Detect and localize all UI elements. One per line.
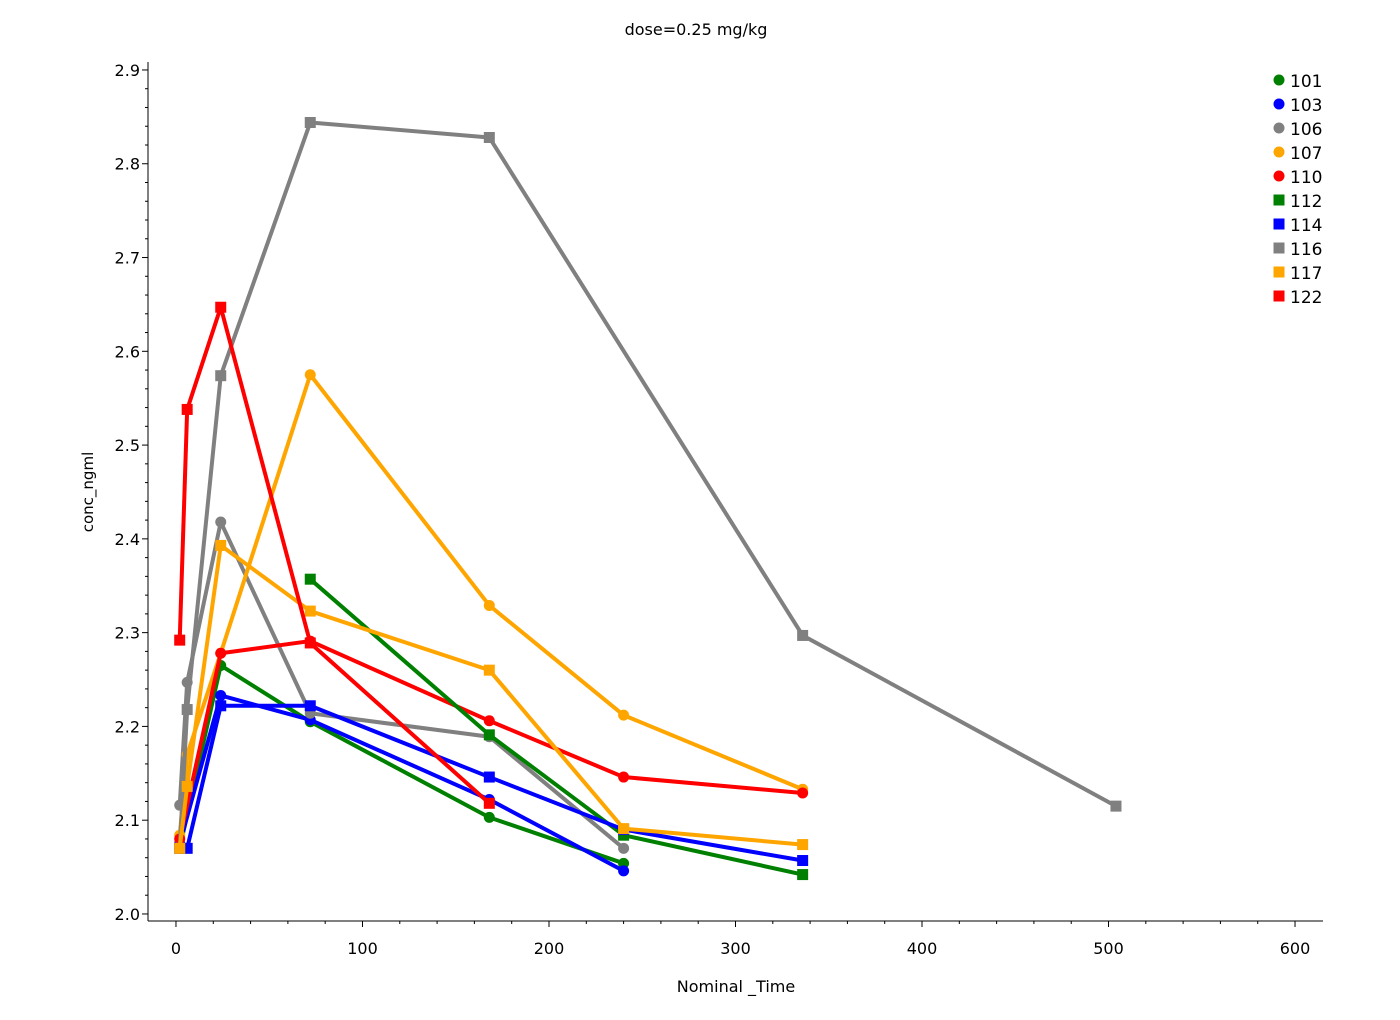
x-tick-label: 100 — [347, 939, 378, 958]
data-point — [174, 634, 186, 646]
legend-label: 101 — [1290, 72, 1322, 92]
legend-marker — [1273, 266, 1285, 278]
legend-label: 112 — [1290, 192, 1322, 212]
legend-marker — [1273, 290, 1285, 302]
legend-marker — [1273, 218, 1285, 230]
data-point — [483, 729, 495, 741]
data-point — [304, 369, 316, 381]
data-point — [215, 689, 227, 701]
y-tick-label: 2.2 — [115, 717, 140, 736]
series-110 — [174, 635, 809, 845]
series-line — [308, 577, 804, 877]
data-point — [618, 771, 630, 783]
series-line — [177, 120, 1117, 849]
data-point — [304, 116, 316, 128]
chart-title: dose=0.25 mg/kg — [625, 20, 768, 39]
x-tick-label: 200 — [534, 939, 565, 958]
y-tick-label: 2.8 — [115, 155, 140, 174]
legend-label: 122 — [1290, 288, 1322, 308]
data-point — [304, 605, 316, 617]
x-tick-label: 600 — [1280, 939, 1311, 958]
y-tick-label: 2.1 — [115, 811, 140, 830]
legend-label: 114 — [1290, 216, 1322, 236]
data-point — [797, 629, 809, 641]
legend-label: 103 — [1290, 96, 1322, 116]
data-point — [797, 787, 809, 799]
series-103 — [174, 689, 630, 877]
y-tick-label: 2.4 — [115, 530, 140, 549]
data-point — [304, 700, 316, 712]
legend-marker — [1273, 74, 1285, 86]
legend-marker — [1273, 170, 1285, 182]
x-tick-label: 500 — [1093, 939, 1124, 958]
series-117 — [174, 539, 809, 854]
series-116 — [174, 116, 1122, 854]
series-107 — [174, 369, 809, 841]
data-point — [215, 301, 227, 313]
data-point — [797, 855, 809, 867]
series-122 — [174, 301, 495, 809]
data-point — [483, 664, 495, 676]
legend-marker — [1273, 98, 1285, 110]
data-point — [618, 823, 630, 835]
legend-label: 107 — [1290, 144, 1322, 164]
y-tick-label: 2.6 — [115, 342, 140, 361]
data-point — [618, 709, 630, 721]
y-tick-label: 2.3 — [115, 624, 140, 643]
data-point — [215, 370, 227, 382]
data-point — [174, 842, 186, 854]
data-point — [483, 771, 495, 783]
data-point — [483, 599, 495, 611]
y-tick-label: 2.9 — [115, 61, 140, 80]
y-tick-label: 2.7 — [115, 249, 140, 268]
data-point — [1110, 800, 1122, 812]
data-point — [483, 811, 495, 823]
legend-marker — [1273, 122, 1285, 134]
legend-marker — [1273, 194, 1285, 206]
series-112 — [304, 573, 809, 881]
legend-label: 110 — [1290, 168, 1322, 188]
data-point — [797, 869, 809, 881]
data-point — [215, 700, 227, 712]
data-point — [181, 780, 193, 792]
data-point — [618, 865, 630, 877]
data-point — [483, 797, 495, 809]
legend-marker — [1273, 146, 1285, 158]
data-point — [215, 539, 227, 551]
series-line — [177, 639, 803, 840]
data-point — [304, 637, 316, 649]
x-tick-label: 0 — [171, 939, 181, 958]
legend-marker — [1273, 242, 1285, 254]
legend-label: 116 — [1290, 240, 1322, 260]
x-tick-label: 300 — [720, 939, 751, 958]
data-point — [618, 829, 630, 841]
y-tick-label: 2.0 — [115, 905, 140, 924]
data-point — [483, 131, 495, 143]
data-point — [304, 573, 316, 585]
y-tick-label: 2.5 — [115, 436, 140, 455]
x-tick-label: 400 — [907, 939, 938, 958]
data-point — [483, 715, 495, 727]
x-axis-label: Nominal _Time — [677, 977, 795, 997]
legend-label: 106 — [1290, 120, 1322, 140]
data-point — [797, 839, 809, 851]
data-point — [215, 647, 227, 659]
y-axis-label: conc_ngml — [79, 452, 98, 533]
data-point — [181, 704, 193, 716]
legend-label: 117 — [1290, 264, 1322, 284]
data-point — [181, 403, 193, 415]
data-point — [181, 842, 193, 854]
data-point — [618, 842, 630, 854]
data-point — [215, 516, 227, 528]
